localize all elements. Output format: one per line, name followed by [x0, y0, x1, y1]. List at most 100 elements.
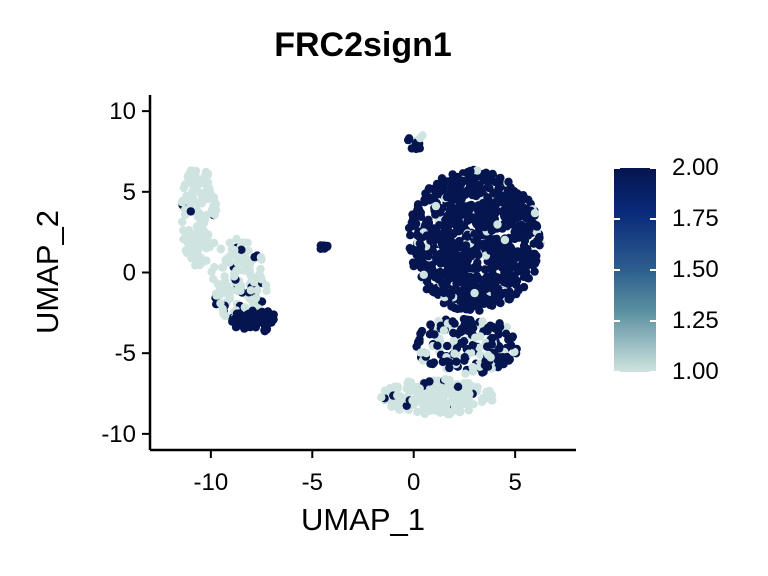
- data-point: [416, 329, 425, 338]
- data-point: [474, 250, 483, 260]
- data-point: [498, 353, 507, 362]
- data-point: [409, 261, 418, 271]
- data-point: [218, 263, 227, 272]
- data-point: [429, 231, 439, 240]
- data-point: [450, 349, 459, 358]
- data-point: [507, 201, 517, 210]
- data-point: [495, 344, 504, 353]
- data-point: [237, 245, 246, 254]
- data-point: [419, 270, 428, 279]
- data-point: [503, 290, 513, 300]
- data-point: [459, 264, 469, 273]
- data-point: [456, 326, 465, 336]
- data-point: [233, 258, 242, 267]
- data-point: [415, 239, 425, 248]
- data-point: [190, 183, 200, 192]
- data-point: [429, 288, 438, 297]
- x-axis-label: UMAP_1: [300, 502, 426, 537]
- data-point: [511, 280, 521, 289]
- data-point: [196, 216, 205, 225]
- data-point: [232, 234, 241, 244]
- data-point: [453, 396, 462, 406]
- data-point: [492, 273, 502, 282]
- data-point: [445, 205, 454, 214]
- data-point: [380, 386, 390, 395]
- data-point: [218, 304, 227, 314]
- color-legend-tick-label: 1.25: [672, 307, 719, 334]
- data-point: [240, 303, 249, 312]
- data-point: [255, 270, 264, 279]
- data-point: [520, 259, 529, 268]
- data-point: [505, 355, 514, 364]
- data-point: [424, 401, 433, 410]
- data-point: [521, 250, 531, 259]
- data-point: [443, 389, 452, 399]
- data-point: [514, 222, 523, 231]
- data-point: [480, 361, 490, 370]
- data-point: [202, 186, 211, 196]
- data-point: [247, 311, 256, 321]
- data-point: [251, 294, 260, 303]
- data-point: [453, 382, 463, 391]
- data-point: [445, 220, 455, 229]
- data-point: [377, 393, 386, 402]
- x-ticks: -10 -5 0 5: [194, 450, 522, 496]
- data-point: [483, 193, 492, 202]
- data-point: [501, 329, 511, 338]
- data-point: [508, 332, 517, 341]
- data-point: [491, 249, 500, 258]
- data-point: [260, 314, 270, 324]
- data-point: [530, 267, 539, 276]
- data-point: [230, 245, 239, 255]
- data-point: [465, 205, 474, 214]
- data-point: [488, 333, 497, 343]
- data-point: [424, 215, 433, 224]
- data-point: [211, 199, 221, 209]
- color-legend-tick-label: 2.00: [672, 154, 719, 181]
- data-point: [420, 250, 429, 259]
- data-point: [447, 182, 456, 192]
- data-point: [446, 291, 456, 300]
- data-point: [437, 174, 447, 183]
- data-point: [268, 314, 277, 323]
- data-point: [456, 339, 465, 348]
- data-point: [234, 283, 244, 292]
- data-point: [461, 241, 471, 250]
- data-point: [227, 286, 236, 295]
- data-point: [477, 394, 487, 404]
- data-point: [418, 263, 427, 272]
- data-point: [453, 251, 463, 260]
- data-point: [244, 246, 253, 255]
- data-point: [213, 279, 222, 288]
- data-point: [435, 221, 444, 230]
- data-point: [532, 256, 541, 265]
- data-point: [433, 341, 442, 350]
- y-tick-label: 5: [123, 179, 136, 206]
- data-point: [408, 222, 417, 231]
- data-point: [431, 201, 441, 211]
- data-point: [464, 385, 473, 394]
- data-point: [393, 391, 402, 400]
- y-tick-label: -10: [101, 421, 136, 448]
- data-point: [443, 341, 452, 351]
- data-point: [475, 343, 484, 352]
- data-point: [480, 202, 489, 211]
- data-point: [415, 232, 424, 241]
- data-point: [414, 200, 423, 210]
- data-point: [228, 316, 237, 325]
- data-point: [535, 232, 544, 242]
- data-point: [420, 409, 430, 419]
- data-point: [216, 244, 226, 253]
- chart-title: FRC2sign1: [274, 26, 452, 64]
- data-point: [463, 212, 473, 221]
- x-tick-label: -5: [302, 469, 323, 496]
- data-point: [487, 396, 497, 405]
- data-point: [449, 328, 458, 338]
- color-legend-bar: [614, 168, 656, 372]
- data-point: [504, 248, 513, 257]
- data-point: [225, 238, 234, 247]
- data-point: [221, 276, 230, 286]
- data-point: [476, 350, 485, 359]
- data-point: [448, 317, 457, 326]
- data-point: [186, 207, 195, 216]
